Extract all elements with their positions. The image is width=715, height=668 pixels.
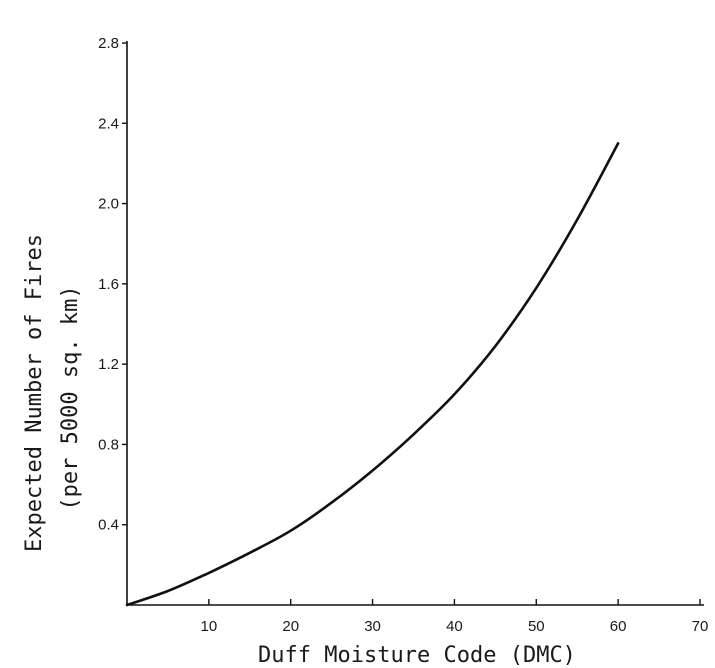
- x-tick-label: 20: [282, 618, 299, 635]
- series-layer: [125, 142, 620, 607]
- y-axis-subtitle: (per 5000 sq. km): [58, 285, 83, 510]
- x-tick-label: 70: [692, 618, 709, 635]
- x-axis-title: Duff Moisture Code (DMC): [258, 643, 576, 668]
- x-tick-label: 30: [364, 618, 381, 635]
- x-tick-label: 10: [201, 618, 218, 635]
- y-ticks: 0.4 0.8 1.2 1.6 2.0 2.4 2.8: [98, 35, 127, 534]
- y-tick-label: 2.4: [98, 115, 119, 132]
- y-tick-label: 0.8: [98, 436, 119, 453]
- y-tick-label: 2.0: [98, 196, 119, 213]
- y-tick-label: 1.6: [98, 276, 119, 293]
- y-tick-label: 2.8: [98, 35, 119, 52]
- y-tick-label: 1.2: [98, 356, 119, 373]
- y-tick-label: 0.4: [98, 517, 119, 534]
- y-axis-title: Expected Number of Fires: [22, 234, 47, 552]
- series-line: [125, 142, 620, 607]
- x-tick-label: 40: [446, 618, 463, 635]
- axes: [126, 41, 704, 606]
- x-tick-label: 50: [528, 618, 545, 635]
- x-tick-label: 60: [610, 618, 627, 635]
- x-ticks: 10 20 30 40 50 60 70: [201, 599, 709, 635]
